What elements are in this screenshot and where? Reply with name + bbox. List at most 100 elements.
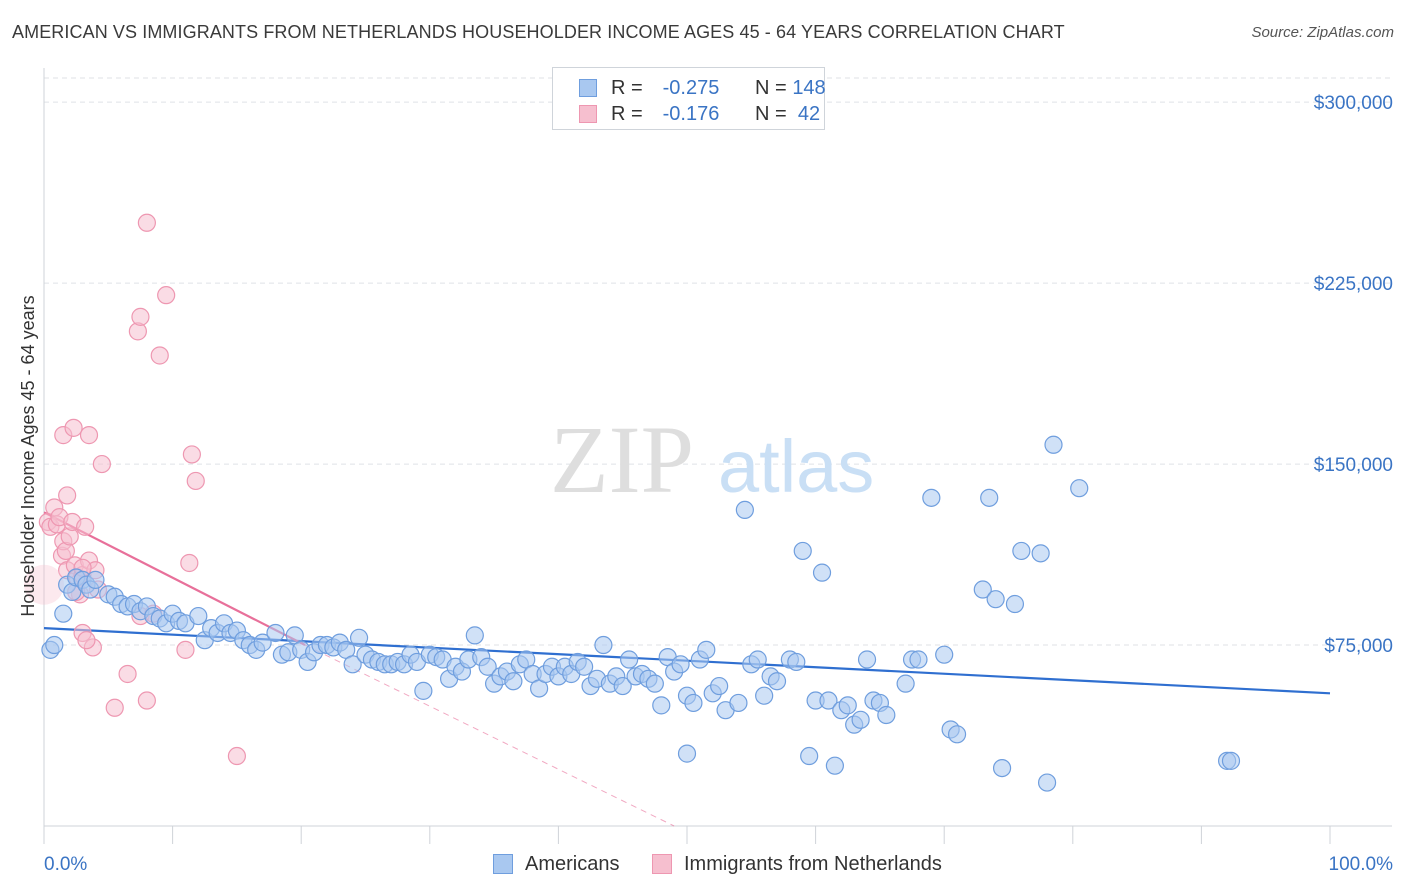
r-value: -0.275 [662,76,720,99]
americans-point [973,580,992,599]
americans-point [253,633,272,652]
y-tick-label-2: $225,000 [1314,274,1393,295]
americans-point [671,655,690,674]
americans-point [697,640,716,659]
immigrants-point [131,307,150,326]
americans-point [1221,751,1241,770]
source-label: Source: ZipAtlas.com [1251,24,1394,41]
r-label: R = [611,76,643,99]
americans-legend-label: Americans [525,852,620,875]
immigrants-legend-swatch [652,854,672,874]
immigrants-point [105,698,124,717]
immigrants-point [79,426,99,445]
americans-point [838,696,857,715]
series-americans-points [41,435,1241,792]
americans-point [645,674,664,693]
americans-point [652,696,671,715]
americans-point [594,635,613,655]
americans-point [825,756,844,775]
americans-point [45,635,64,655]
y-tick-label-1: $150,000 [1314,455,1393,476]
n-label: N = [755,76,787,99]
americans-point [677,744,697,763]
americans-point [1037,773,1057,792]
americans-point [54,604,73,623]
americans-point [896,674,915,693]
americans-point [1005,594,1025,614]
y-tick-labels: $75,000 $150,000 $225,000 $300,000 [1314,93,1393,657]
americans-point [947,725,967,744]
americans-point [735,500,754,520]
americans-point [877,705,896,725]
americans-point [755,686,774,705]
americans-point [349,628,369,647]
americans-legend-swatch [493,854,513,874]
immigrants-point [180,553,199,573]
americans-point [414,681,433,700]
chart-title: AMERICAN VS IMMIGRANTS FROM NETHERLANDS … [12,22,1065,42]
americans-swatch [579,79,597,97]
n-label: N = [755,102,787,125]
immigrants-point [92,454,111,474]
americans-point [343,655,362,674]
immigrants-point [157,286,176,305]
americans-point [710,676,729,696]
americans-point [857,650,877,669]
r-label: R = [611,102,643,125]
immigrants-point [137,213,156,232]
immigrants-legend-label: Immigrants from Netherlands [684,852,942,875]
grid-lines [44,77,1392,646]
americans-point [980,488,999,507]
bottom-legend-immigrants: Immigrants from Netherlands [652,852,942,876]
x-tick-label-max: 100.0% [1329,854,1394,875]
americans-point [922,488,941,507]
immigrants-point [176,640,195,659]
americans-point [620,650,639,669]
y-tick-label-0: $75,000 [1324,636,1393,657]
immigrants-point [150,346,169,365]
watermark-zip: ZIP [550,406,694,513]
x-tick-label-min: 0.0% [44,854,87,875]
americans-point [793,541,812,561]
americans-point [189,606,208,626]
americans-point [1012,541,1031,561]
americans-point [1070,479,1089,498]
americans-point [992,758,1012,778]
americans-point [575,657,594,676]
r-value: -0.176 [662,102,720,125]
americans-point [800,746,819,766]
americans-point [986,590,1005,609]
americans-point [851,710,870,729]
axes [43,68,1392,844]
americans-point [1044,435,1063,454]
americans-point [478,657,497,676]
americans-point [613,676,632,696]
americans-point [729,693,748,713]
n-value: 42 [797,102,821,125]
americans-point [812,563,832,582]
immigrants-point [182,445,201,464]
immigrants-point [227,746,246,766]
bottom-legend-americans: Americans [493,852,619,876]
y-axis-label: Householder Income Ages 45 - 64 years [18,295,38,616]
immigrants-point [137,691,156,710]
americans-point [787,652,806,672]
americans-point [767,672,787,691]
americans-point [909,650,928,669]
watermark-atlas: atlas [718,425,874,508]
americans-point [684,693,703,713]
americans-point [1031,544,1050,563]
americans-point [504,672,523,691]
trend-line-immigrants-extension [304,644,675,827]
americans-point [266,623,285,643]
immigrants-swatch [579,105,597,123]
n-value: 148 [792,76,826,99]
immigrants-point [118,664,137,684]
immigrants-point [77,631,96,650]
americans-point [748,650,767,669]
series-immigrants-points [24,213,246,766]
correlation-legend: R = -0.275 N = 148 R = -0.176 N = 42 [552,67,826,130]
immigrants-point-large [24,564,64,605]
immigrants-point [64,418,83,437]
